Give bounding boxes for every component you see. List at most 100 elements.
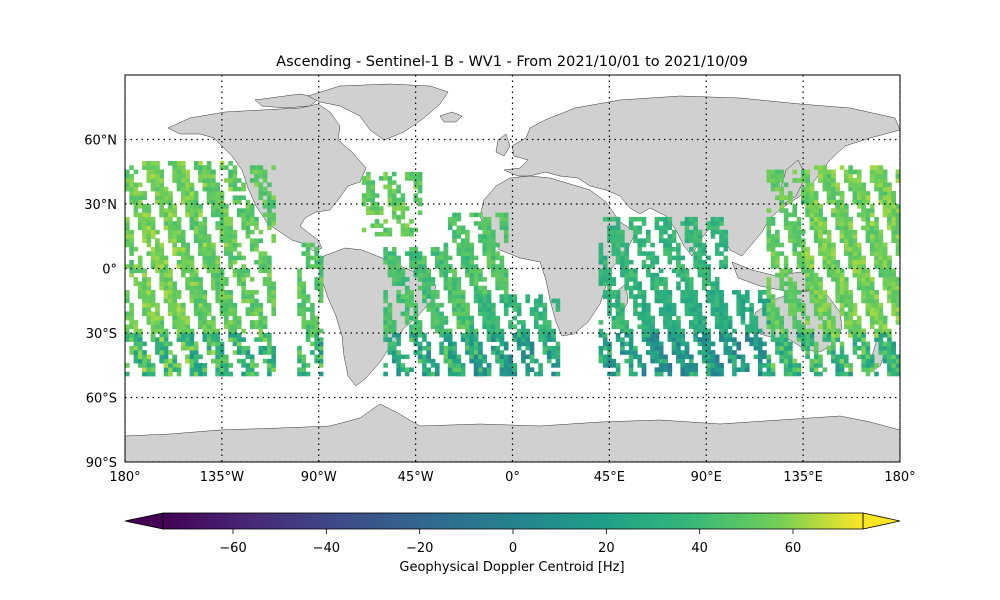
data-cell <box>745 367 750 372</box>
data-cell <box>503 294 509 299</box>
data-cell <box>150 328 156 334</box>
data-cell <box>206 259 212 265</box>
data-cell <box>297 285 302 291</box>
data-cell <box>163 285 169 291</box>
data-cell <box>211 242 216 248</box>
data-cell <box>770 363 776 368</box>
data-cell <box>495 354 500 360</box>
data-cell <box>861 328 866 334</box>
data-cell <box>646 251 651 256</box>
data-cell <box>801 324 806 329</box>
data-cell <box>663 277 668 282</box>
data-cell <box>163 371 169 377</box>
data-cell <box>125 328 130 334</box>
data-cell <box>719 264 724 269</box>
data-cell <box>848 324 853 329</box>
data-cell <box>383 227 388 233</box>
data-cell <box>663 311 668 317</box>
data-cell <box>499 298 505 304</box>
data-cell <box>723 259 729 265</box>
data-cell <box>757 367 763 372</box>
data-cell <box>495 281 500 286</box>
data-cell <box>297 371 302 377</box>
data-cell <box>792 315 798 321</box>
data-cell <box>602 290 608 295</box>
data-cell <box>818 363 823 368</box>
data-cell <box>150 225 156 231</box>
data-cell <box>387 268 393 274</box>
data-cell <box>499 333 505 338</box>
data-cell <box>852 324 858 329</box>
data-cell <box>503 341 509 347</box>
data-cell <box>796 221 802 226</box>
data-cell <box>796 371 802 377</box>
data-cell <box>891 272 897 278</box>
data-cell <box>185 324 190 329</box>
data-cell <box>641 315 647 321</box>
data-cell <box>542 311 548 317</box>
data-cell <box>538 311 543 317</box>
data-cell <box>439 264 444 269</box>
data-cell <box>267 333 272 338</box>
data-cell <box>878 320 884 325</box>
data-cell <box>159 337 165 342</box>
data-cell <box>482 247 488 252</box>
data-cell <box>710 290 716 295</box>
data-cell <box>370 223 376 228</box>
data-cell <box>305 264 311 269</box>
data-cell <box>503 238 509 243</box>
data-cell <box>796 307 802 312</box>
data-cell <box>826 350 832 355</box>
data-cell <box>202 311 208 317</box>
data-cell <box>482 320 488 325</box>
data-cell <box>137 294 143 299</box>
data-cell <box>404 307 410 312</box>
data-cell <box>822 328 828 334</box>
data-cell <box>646 324 651 329</box>
data-cell <box>641 328 647 334</box>
data-cell <box>826 324 832 329</box>
data-cell <box>495 285 500 291</box>
data-cell <box>245 208 251 213</box>
data-cell <box>693 324 698 329</box>
data-cell <box>663 294 668 299</box>
data-cell <box>447 268 453 274</box>
data-cell <box>745 290 750 295</box>
data-cell <box>245 363 251 368</box>
data-cell <box>525 328 531 334</box>
lon-tick-label: 135°W <box>200 470 244 485</box>
data-cell <box>297 367 302 372</box>
data-cell <box>895 358 900 364</box>
data-cell <box>413 333 419 338</box>
data-cell <box>757 328 763 334</box>
data-cell <box>826 333 832 338</box>
data-cell <box>628 363 634 368</box>
data-cell <box>249 367 255 372</box>
data-cell <box>611 302 617 308</box>
data-cell <box>779 173 785 179</box>
data-cell <box>874 371 879 377</box>
data-cell <box>701 350 707 355</box>
data-cell <box>185 247 190 252</box>
data-cell <box>478 298 483 304</box>
data-cell <box>503 272 509 278</box>
data-cell <box>869 208 875 213</box>
data-cell <box>633 272 638 278</box>
data-cell <box>267 337 272 342</box>
data-cell <box>818 229 823 235</box>
data-cell <box>452 229 457 235</box>
data-cell <box>689 216 694 222</box>
data-cell <box>856 212 862 218</box>
data-cell <box>779 328 785 334</box>
data-cell <box>232 255 238 261</box>
data-cell <box>383 307 388 312</box>
data-cell <box>654 290 660 295</box>
data-cell <box>719 363 724 368</box>
data-cell <box>391 345 397 351</box>
data-cell <box>861 345 866 351</box>
data-cell <box>314 255 320 261</box>
data-cell <box>189 199 195 205</box>
data-cell <box>137 264 143 269</box>
data-cell <box>753 315 759 321</box>
data-cell <box>206 186 212 192</box>
